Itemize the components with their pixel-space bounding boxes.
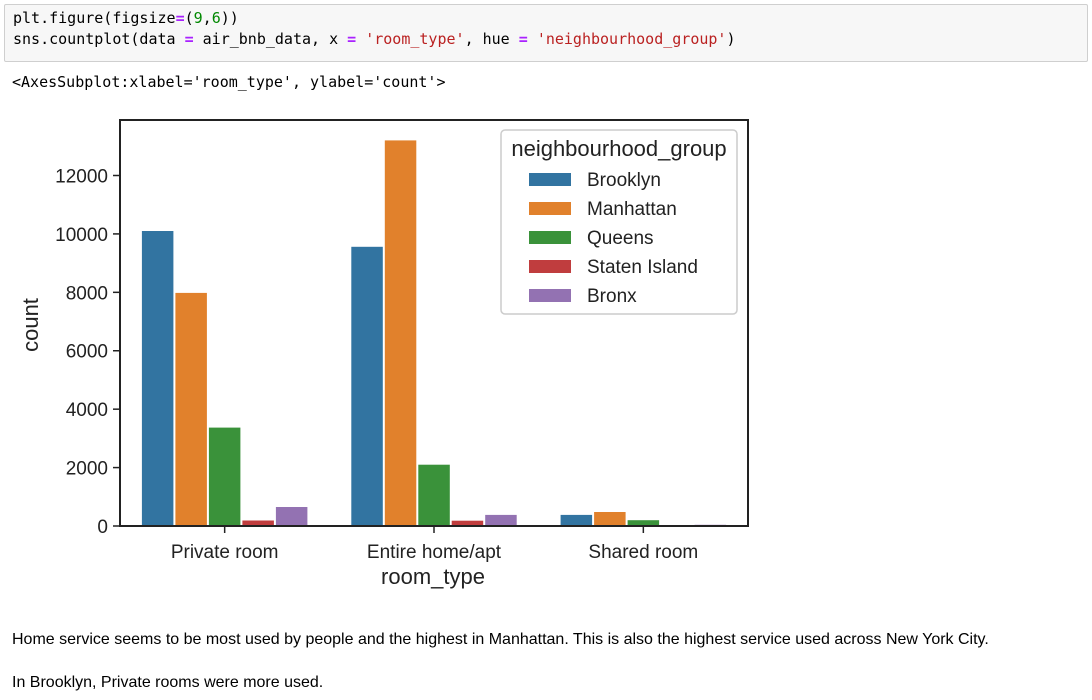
legend-swatch-1: [529, 202, 571, 215]
y-tick-label: 10000: [55, 225, 108, 246]
y-tick-label: 8000: [66, 283, 108, 304]
bar-bronx-1: [485, 514, 517, 526]
bar-staten-island-0: [242, 520, 274, 526]
code-line-1: plt.figure(figsize=(9,6)): [13, 9, 239, 27]
legend-swatch-4: [529, 289, 571, 302]
bar-brooklyn-0: [141, 231, 174, 526]
legend-entry: Manhattan: [587, 199, 677, 220]
bar-queens-0: [208, 427, 241, 526]
x-tick-label: Shared room: [588, 542, 698, 563]
code-cell[interactable]: plt.figure(figsize=(9,6)) sns.countplot(…: [4, 4, 1088, 62]
legend-title: neighbourhood_group: [511, 136, 726, 161]
legend-entry: Bronx: [587, 286, 637, 307]
x-tick-label: Entire home/apt: [367, 542, 502, 563]
legend-entry: Brooklyn: [587, 170, 661, 191]
legend-swatch-0: [529, 173, 571, 186]
bar-brooklyn-1: [351, 246, 383, 527]
bar-manhattan-0: [175, 292, 207, 526]
x-tick-label: Private room: [171, 542, 279, 563]
bar-manhattan-2: [594, 512, 626, 526]
bar-queens-2: [627, 520, 660, 526]
code-line-2: sns.countplot(data = air_bnb_data, x = '…: [13, 30, 736, 48]
legend-entry: Staten Island: [587, 257, 698, 278]
legend-swatch-2: [529, 231, 571, 244]
bar-queens-1: [418, 464, 450, 526]
output-repr: <AxesSubplot:xlabel='room_type', ylabel=…: [12, 73, 446, 91]
bar-staten-island-1: [451, 520, 484, 526]
bar-brooklyn-2: [560, 514, 593, 526]
note-paragraph-2: In Brooklyn, Private rooms were more use…: [12, 674, 324, 691]
y-tick-label: 0: [97, 517, 108, 538]
y-axis-label: count: [18, 298, 43, 352]
legend-swatch-3: [529, 260, 571, 273]
y-tick-label: 6000: [66, 342, 108, 363]
note-paragraph-1: Home service seems to be most used by pe…: [12, 631, 989, 648]
plot-frame: [119, 119, 749, 527]
y-tick-label: 12000: [55, 166, 108, 187]
y-tick-label: 4000: [66, 400, 108, 421]
y-tick-label: 2000: [66, 459, 108, 480]
legend-entry: Queens: [587, 228, 654, 249]
bar-manhattan-1: [384, 140, 417, 526]
bar-bronx-0: [275, 507, 308, 526]
countplot-chart: Private room Entire home/apt Shared room 0 2…: [18, 119, 749, 589]
x-axis-label: room_type: [381, 564, 485, 589]
